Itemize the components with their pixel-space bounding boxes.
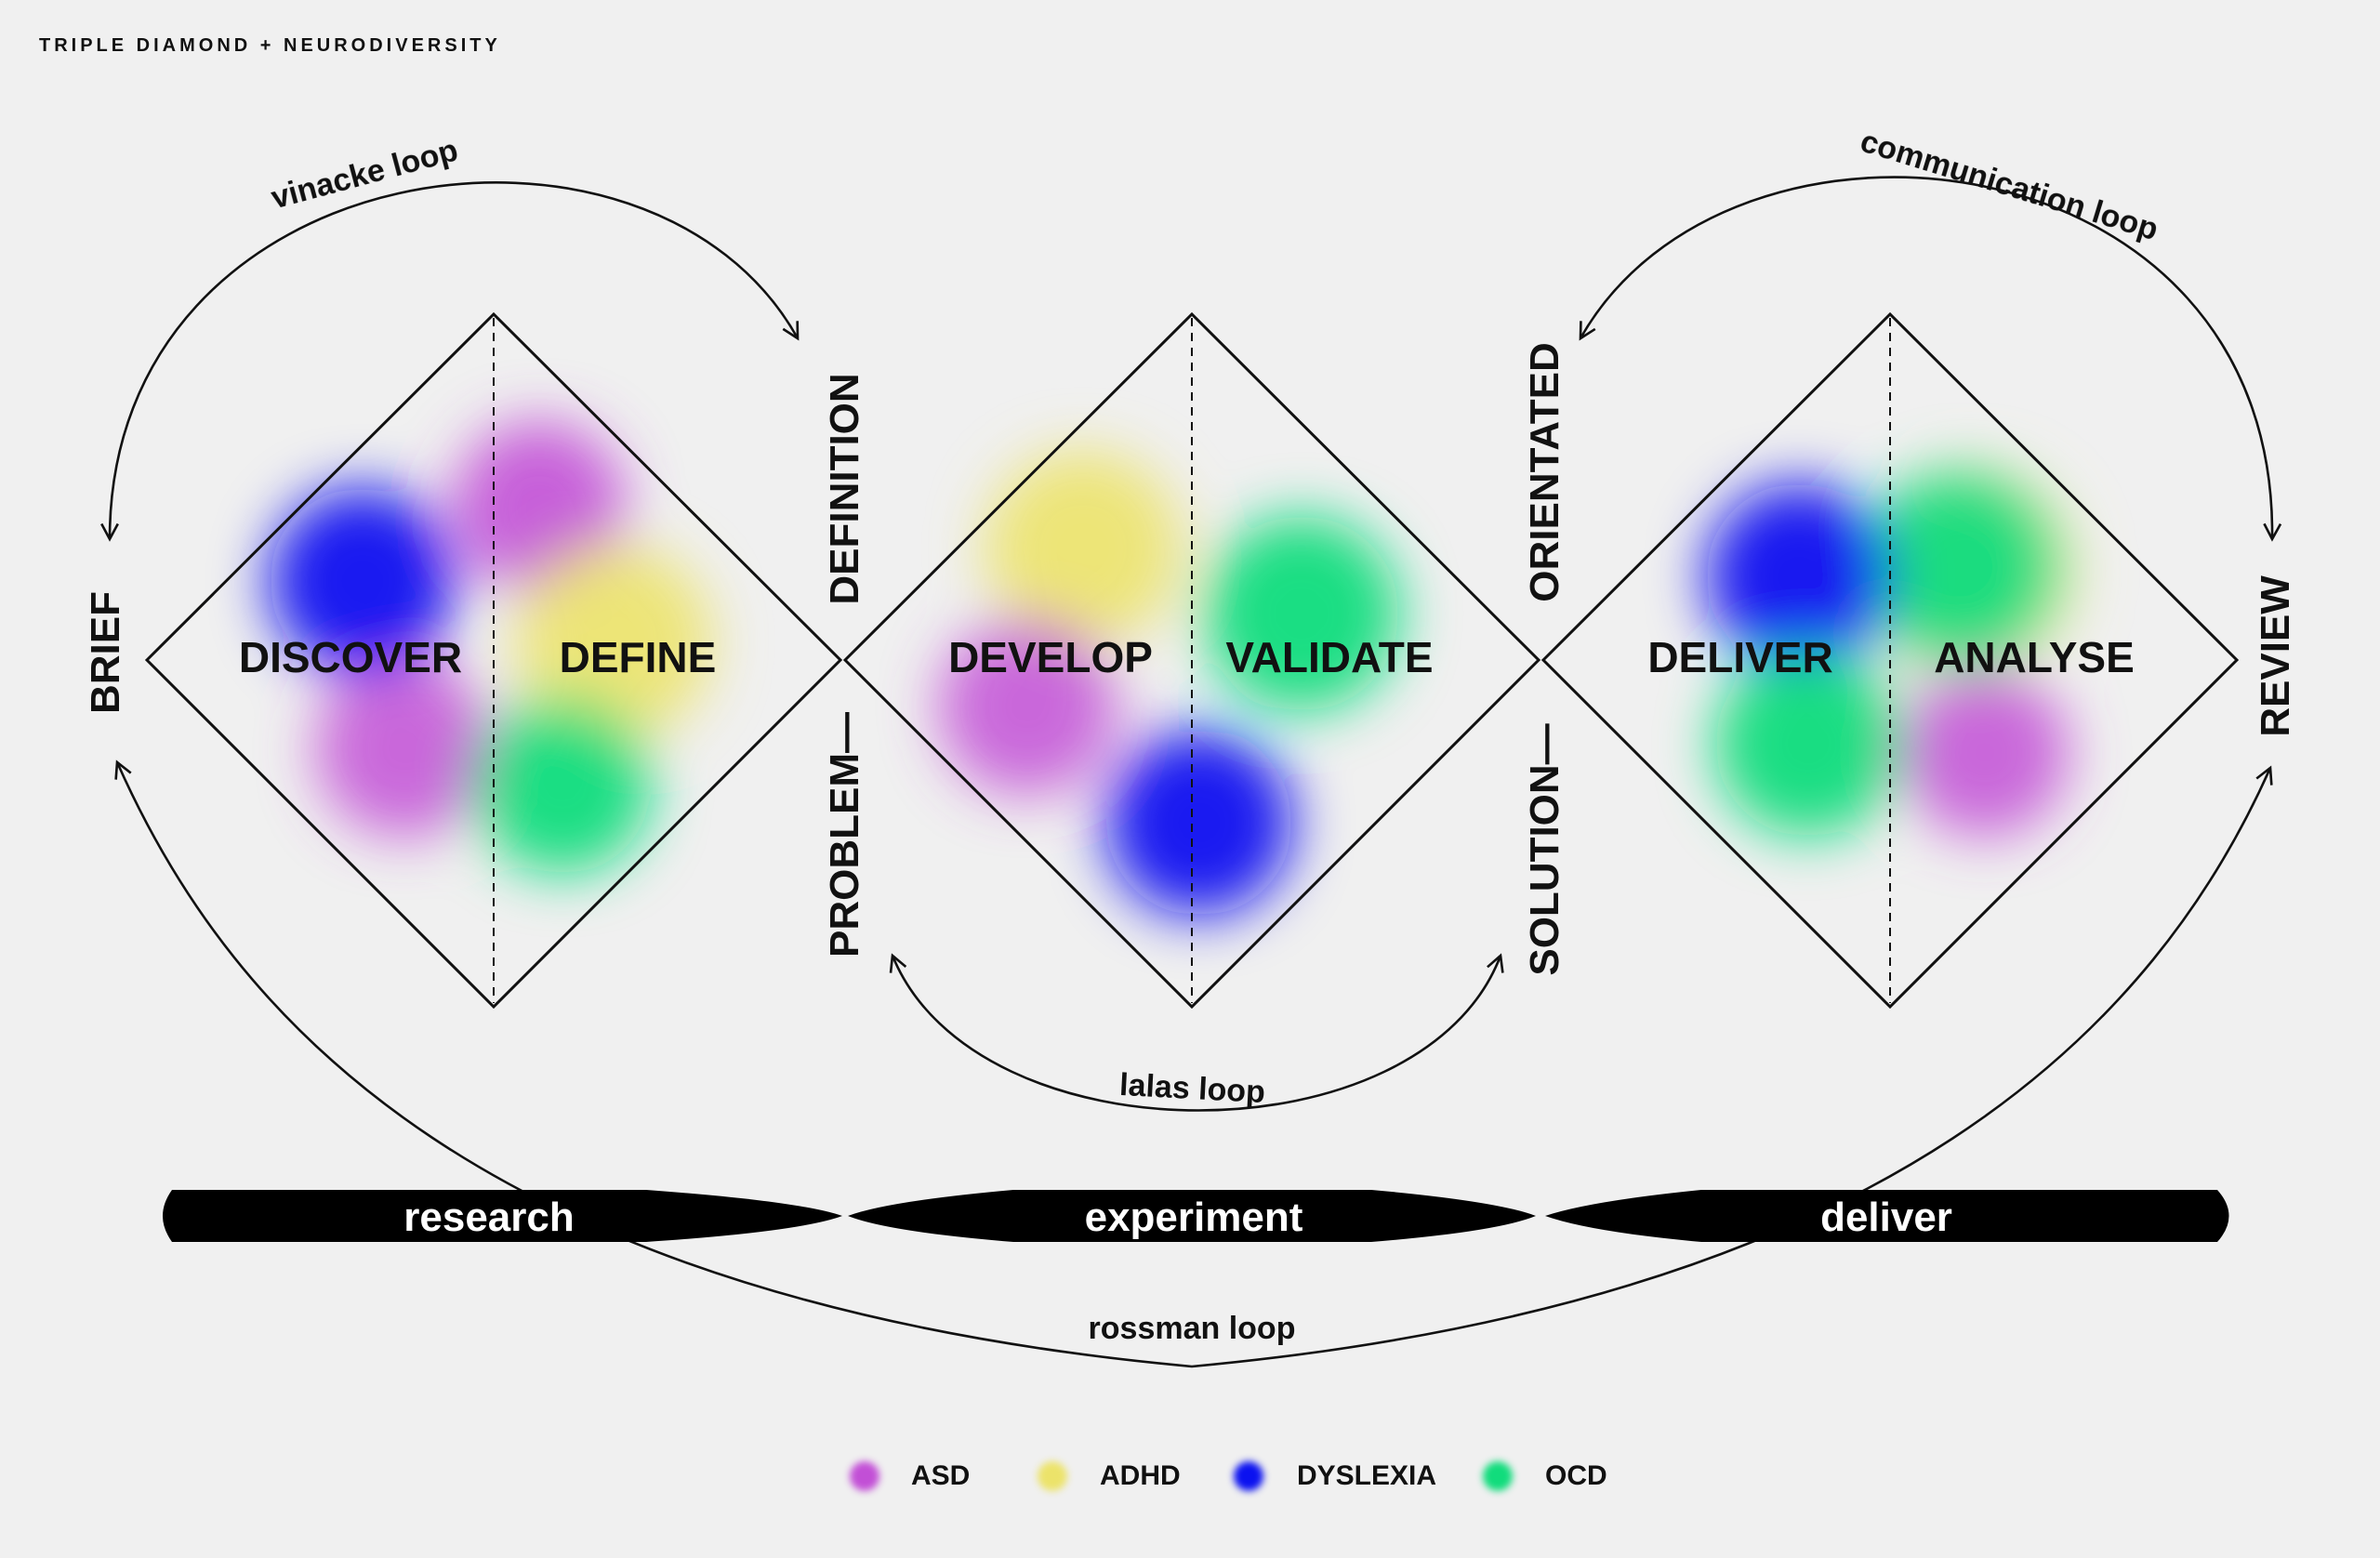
asd-swatch xyxy=(850,1461,879,1491)
rossman-loop-label: rossman loop xyxy=(1089,1311,1296,1346)
legend-label-adhd: ADHD xyxy=(1100,1460,1181,1491)
communication-loop-arrow xyxy=(1579,176,2282,542)
adhd-blob xyxy=(516,544,711,739)
label-solution: SOLUTION— xyxy=(1522,723,1567,975)
legend-item-asd: ASD xyxy=(850,1460,970,1491)
phase-deliver: DELIVER xyxy=(1647,633,1832,681)
label-problem: PROBLEM— xyxy=(822,712,867,957)
label-brief: BRIEF xyxy=(83,591,128,714)
asd-blob xyxy=(316,660,493,837)
stage-deliver: deliver xyxy=(1820,1195,1952,1240)
phase-discover: DISCOVER xyxy=(239,633,462,681)
rossman-loop-arrow xyxy=(114,759,2273,1368)
asd-blob xyxy=(939,618,1116,795)
phase-analyse: ANALYSE xyxy=(1934,633,2135,681)
legend-item-ocd: OCD xyxy=(1483,1460,1607,1491)
ocd-blob xyxy=(474,697,651,874)
deliver-bar xyxy=(1545,1190,2229,1242)
page-title: TRIPLE DIAMOND + NEURODIVERSITY xyxy=(39,35,501,56)
adhd-swatch xyxy=(1038,1461,1067,1491)
diamond-2-blobs xyxy=(939,451,1399,916)
legend-label-ocd: OCD xyxy=(1545,1460,1607,1491)
legend-item-adhd: ADHD xyxy=(1038,1460,1181,1491)
label-review: REVIEW xyxy=(2253,575,2298,737)
ocd-blob xyxy=(1204,516,1399,711)
phase-define: DEFINE xyxy=(560,633,717,681)
ocd-blob xyxy=(1715,651,1901,837)
legend-label-asd: ASD xyxy=(911,1460,970,1491)
stage-research: research xyxy=(403,1195,574,1240)
label-orientated: ORIENTATED xyxy=(1522,342,1567,601)
ocd-swatch xyxy=(1483,1461,1513,1491)
lalas-loop-label: lalas loop xyxy=(1118,1067,1266,1110)
asd-blob xyxy=(1901,669,2069,837)
phase-develop: DEVELOP xyxy=(948,633,1153,681)
diamond-2-outline xyxy=(842,311,1541,1010)
legend-item-dyslexia: DYSLEXIA xyxy=(1234,1460,1436,1491)
stage-experiment: experiment xyxy=(1085,1195,1303,1240)
dyslexia-blob xyxy=(1106,730,1292,916)
legend-label-dyslexia: DYSLEXIA xyxy=(1297,1460,1436,1491)
research-bar xyxy=(163,1190,842,1242)
label-definition: DEFINITION xyxy=(822,373,867,604)
lalas-loop-arrow xyxy=(889,953,1504,1112)
dyslexia-swatch xyxy=(1234,1461,1263,1491)
communication-loop-label: communication loop xyxy=(1857,124,2162,248)
vinacke-loop-arrow xyxy=(100,181,800,542)
legend: ASD ADHD DYSLEXIA OCD xyxy=(850,1460,1607,1491)
phase-validate: VALIDATE xyxy=(1225,633,1433,681)
experiment-bar xyxy=(848,1190,1536,1242)
adhd-blob xyxy=(985,451,1181,646)
